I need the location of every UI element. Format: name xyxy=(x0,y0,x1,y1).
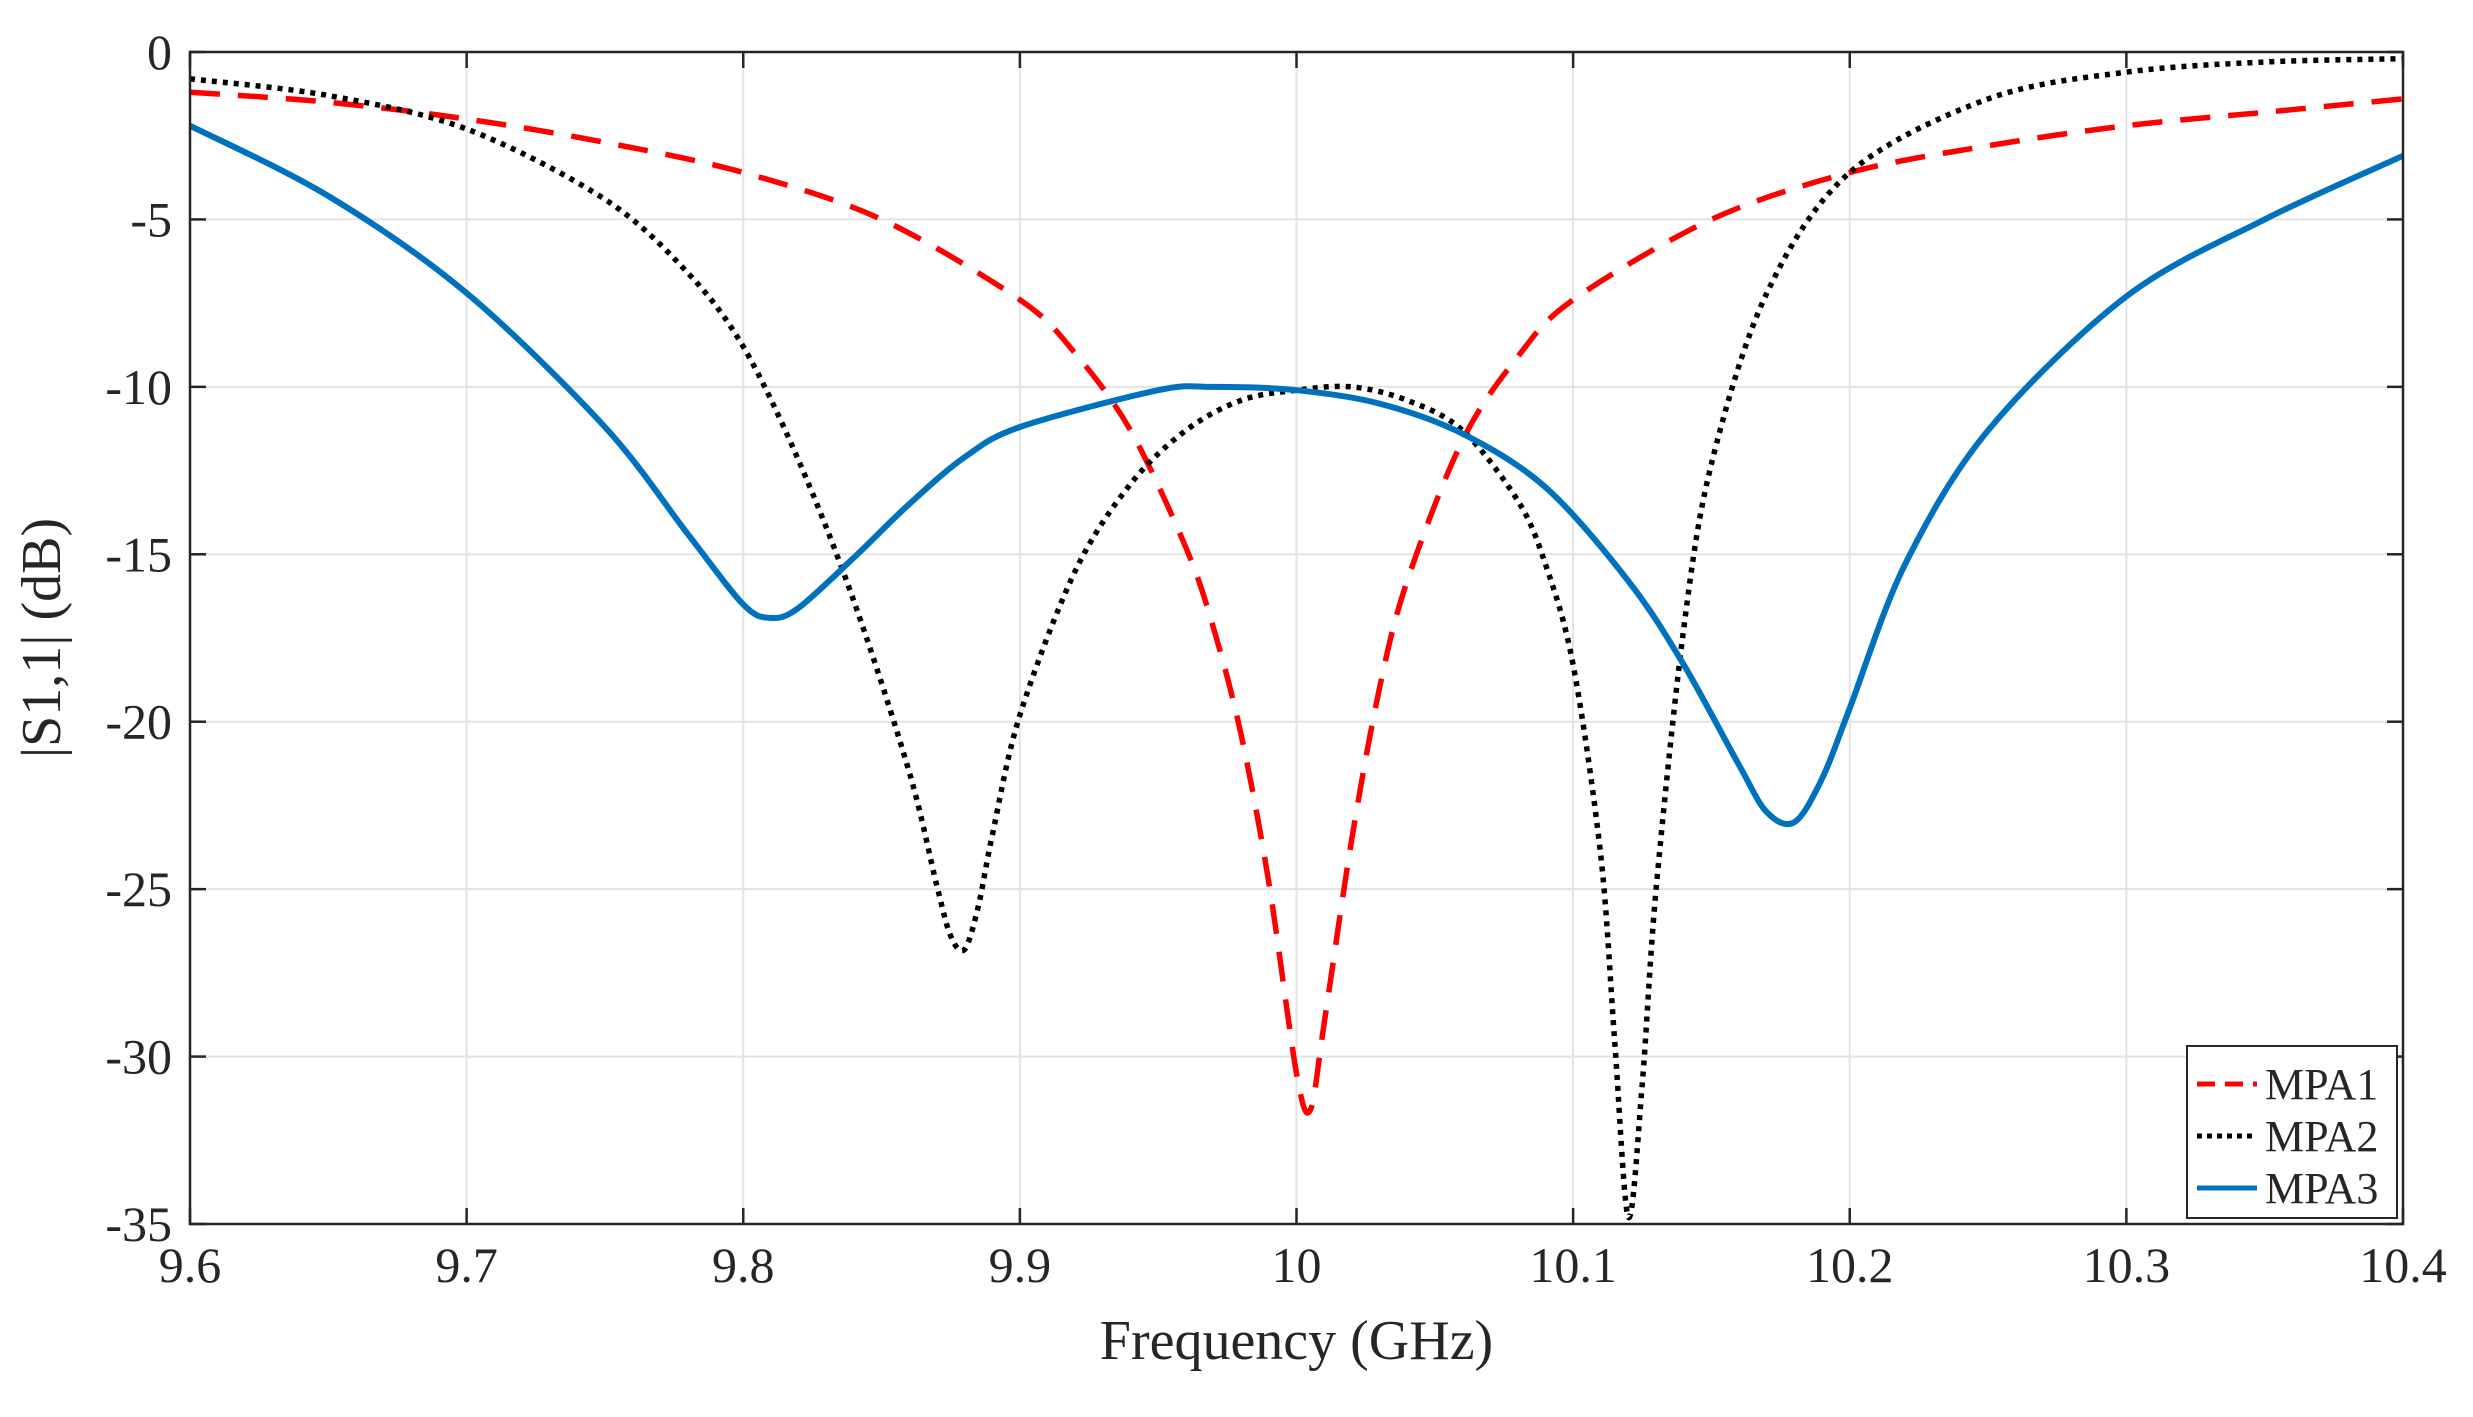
x-tick-label: 10.3 xyxy=(2083,1237,2171,1293)
y-tick-label: -30 xyxy=(105,1029,172,1085)
y-tick-label: -10 xyxy=(105,359,172,415)
legend-label-mpa2: MPA2 xyxy=(2265,1112,2378,1161)
series-line-mpa1 xyxy=(189,89,2404,1116)
series-layer xyxy=(188,55,2405,1221)
y-tick-labels: 0 -5 -10 -15 -20 -25 -30 -35 xyxy=(105,24,172,1252)
tick-marks xyxy=(188,50,2405,1226)
series-line-mpa2 xyxy=(189,55,2404,1221)
x-tick-label: 9.7 xyxy=(435,1237,498,1293)
x-tick-labels: 9.6 9.7 9.8 9.9 10 10.1 10.2 10.3 10.4 xyxy=(159,1237,2447,1293)
x-tick-label: 10.2 xyxy=(1806,1237,1894,1293)
x-axis-label: Frequency (GHz) xyxy=(1100,1310,1493,1372)
legend-label-mpa3: MPA3 xyxy=(2265,1164,2378,1213)
x-tick-label: 9.6 xyxy=(159,1237,222,1293)
y-tick-label: -35 xyxy=(105,1196,172,1252)
x-tick-label: 10 xyxy=(1272,1237,1322,1293)
x-tick-label: 10.4 xyxy=(2359,1237,2447,1293)
y-tick-label: -15 xyxy=(105,526,172,582)
x-tick-label: 9.8 xyxy=(712,1237,775,1293)
y-tick-label: 0 xyxy=(147,24,172,80)
series-line-mpa3 xyxy=(188,123,2405,828)
legend-label-mpa1: MPA1 xyxy=(2265,1060,2378,1109)
y-axis-label: |S1,1| (dB) xyxy=(11,518,73,758)
x-tick-label: 9.9 xyxy=(989,1237,1052,1293)
y-tick-label: -25 xyxy=(105,861,172,917)
x-tick-label: 10.1 xyxy=(1529,1237,1617,1293)
y-tick-label: -5 xyxy=(130,191,172,247)
y-tick-label: -20 xyxy=(105,694,172,750)
